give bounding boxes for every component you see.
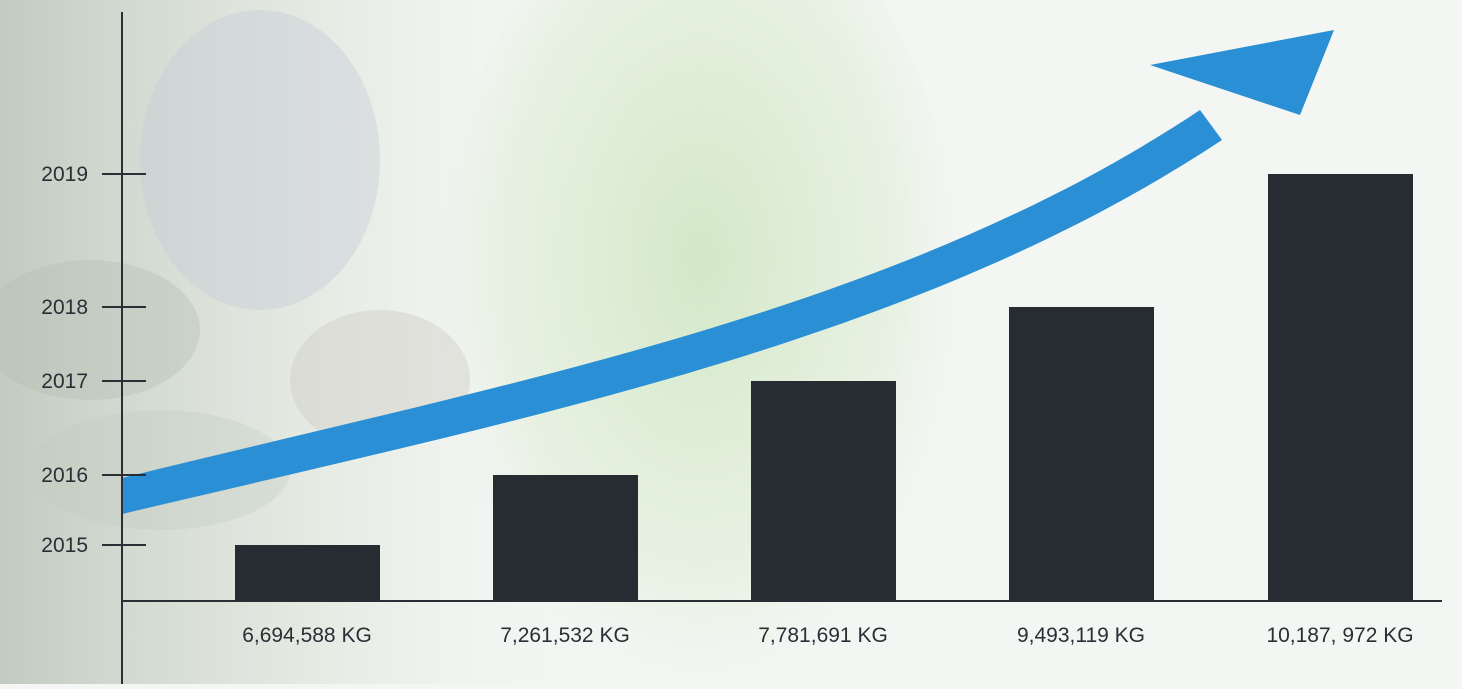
- bar: [493, 475, 638, 601]
- y-tick-label: 2018: [41, 296, 88, 319]
- bars: [235, 174, 1413, 601]
- y-tick-label: 2015: [41, 534, 88, 557]
- bar: [235, 545, 380, 601]
- bar: [1009, 307, 1154, 601]
- trend-arrow: [122, 30, 1334, 514]
- x-category-label: 10,187, 972 KG: [1266, 624, 1413, 647]
- bar: [1268, 174, 1413, 601]
- bar: [751, 381, 896, 601]
- y-tick-label: 2016: [41, 464, 88, 487]
- x-category-label: 7,781,691 KG: [758, 624, 888, 647]
- x-category-label: 9,493,119 KG: [1017, 624, 1145, 647]
- x-axis-labels: 6,694,588 KG 7,261,532 KG 7,781,691 KG 9,49…: [242, 624, 1413, 647]
- x-category-label: 6,694,588 KG: [242, 624, 372, 647]
- y-tick-label: 2019: [41, 163, 88, 186]
- x-category-label: 7,261,532 KG: [500, 624, 630, 647]
- y-axis-ticks: 2015 2016 2017 2018 2019: [41, 163, 146, 557]
- y-tick-label: 2017: [41, 370, 88, 393]
